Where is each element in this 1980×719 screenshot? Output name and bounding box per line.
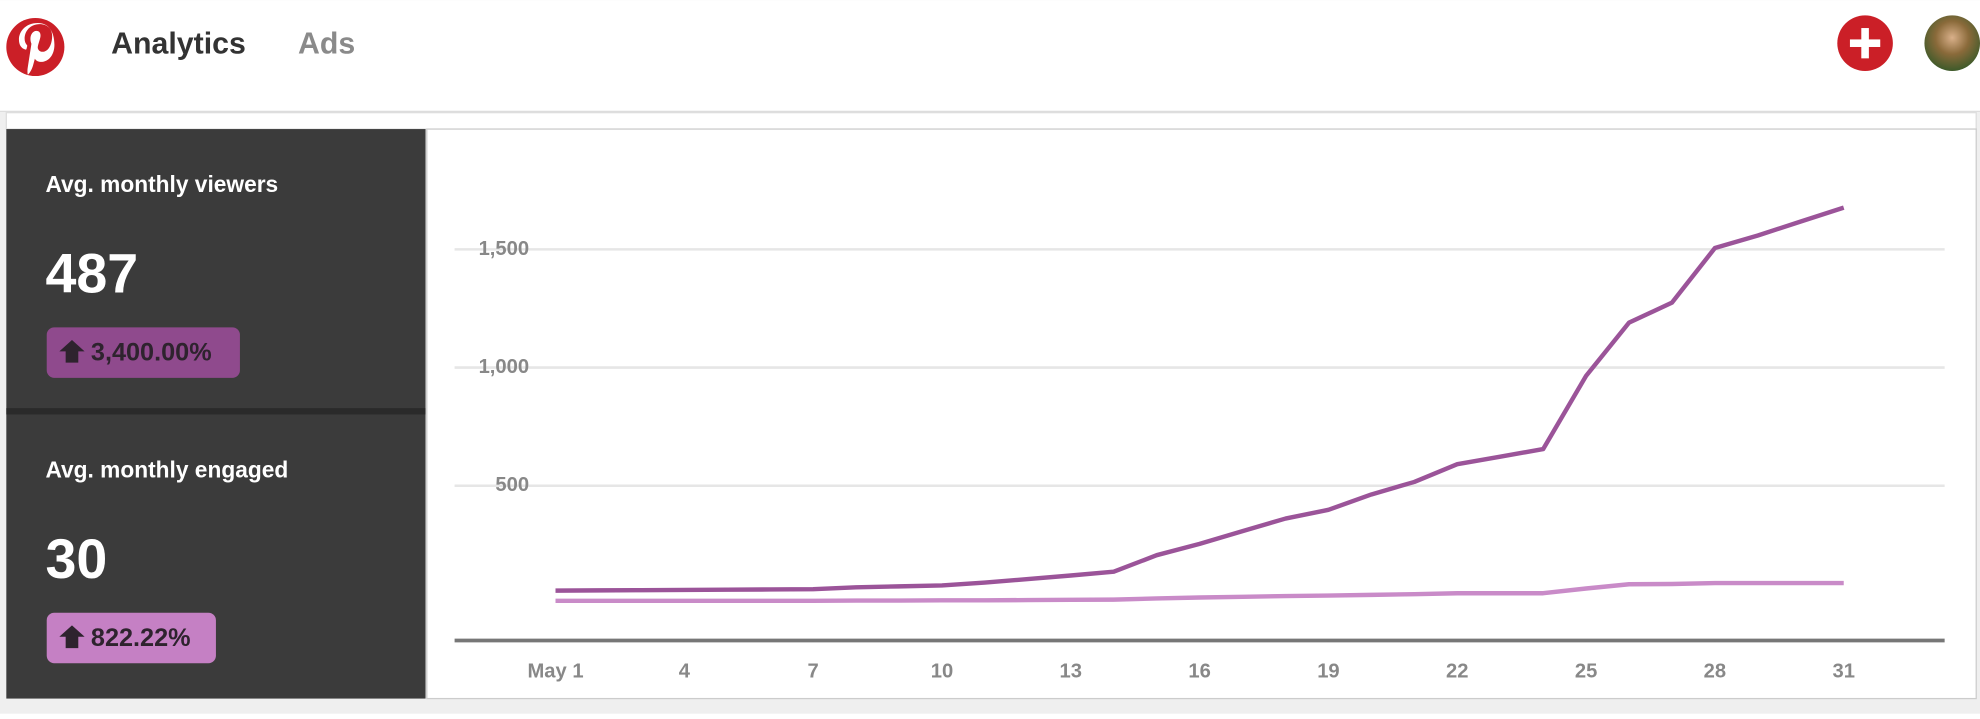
x-tick-label: May 1 — [527, 660, 583, 682]
stat-label: Avg. monthly engaged — [45, 456, 288, 482]
x-tick-label: 19 — [1317, 660, 1339, 682]
change-text: 822.22% — [91, 624, 191, 652]
x-tick-label: 16 — [1188, 660, 1210, 682]
create-button[interactable] — [1837, 15, 1893, 71]
header — [0, 0, 1980, 112]
x-tick-label: 4 — [679, 660, 691, 682]
x-tick-label: 31 — [1832, 660, 1854, 682]
stat-value: 487 — [45, 243, 138, 305]
y-tick-label: 500 — [495, 474, 529, 496]
up-arrow — [59, 339, 85, 363]
nav-ads[interactable]: Ads — [298, 28, 355, 61]
nav-analytics[interactable]: Analytics — [111, 28, 246, 61]
change-badge — [46, 612, 216, 664]
stat-label: Avg. monthly viewers — [45, 171, 278, 197]
chart-panel — [426, 128, 1977, 700]
series-line — [555, 580, 1844, 604]
x-tick-label: 7 — [808, 660, 819, 682]
y-tick-label: 1,500 — [479, 238, 530, 260]
x-tick-label: 13 — [1060, 660, 1082, 682]
avatar[interactable] — [1924, 15, 1980, 71]
change-text: 3,400.00% — [91, 339, 212, 367]
x-tick-label: 25 — [1575, 660, 1597, 682]
stat-value: 30 — [45, 528, 107, 590]
stats-divider — [6, 408, 426, 415]
card-top — [5, 112, 1977, 130]
x-tick-label: 28 — [1704, 660, 1726, 682]
x-tick-label: 22 — [1446, 660, 1468, 682]
x-tick-label: 10 — [931, 660, 953, 682]
pinterest-logo[interactable] — [6, 17, 65, 77]
change-badge — [46, 327, 240, 378]
series-line — [555, 205, 1845, 593]
y-tick-label: 1,000 — [479, 356, 530, 378]
